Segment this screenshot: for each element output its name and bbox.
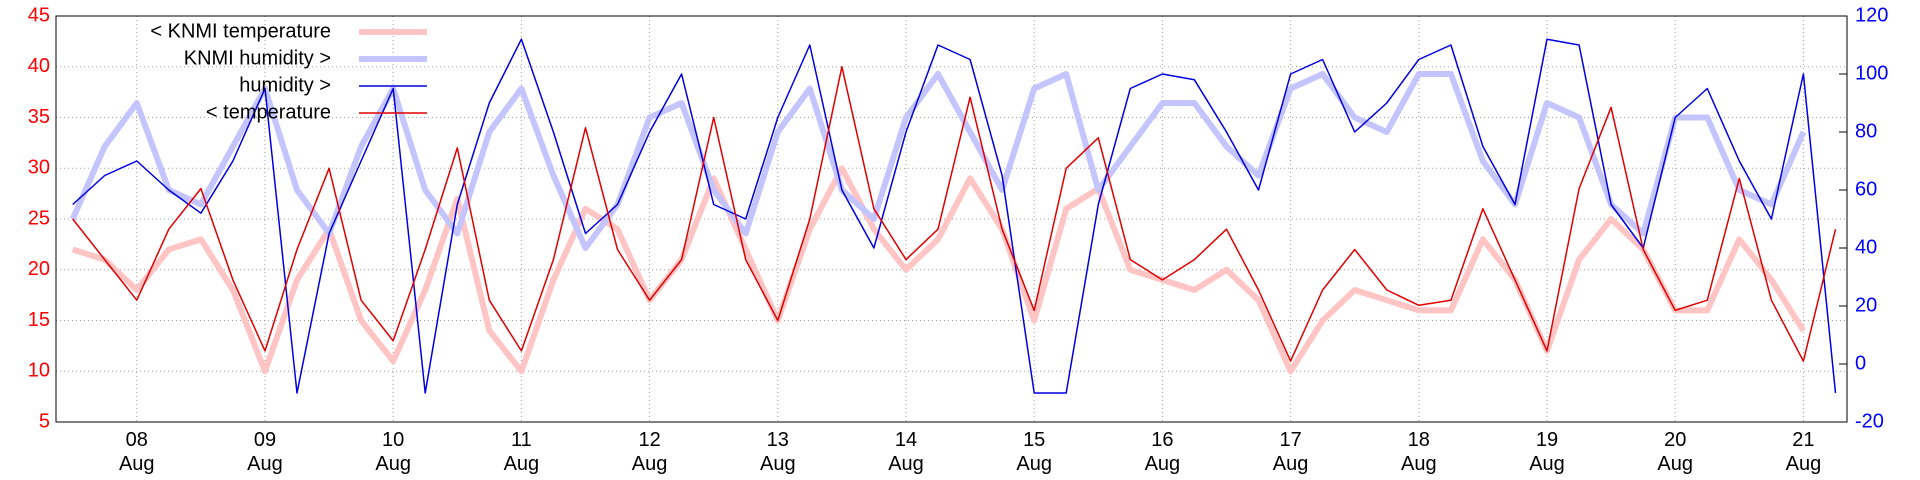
y2-tick-label: 60 <box>1855 178 1877 200</box>
x-tick-label: 11 Aug <box>503 429 540 475</box>
legend-label: < KNMI temperature <box>150 20 331 42</box>
y2-tick-label: 100 <box>1855 62 1888 84</box>
y-tick-label: 25 <box>28 207 50 229</box>
y-tick-label: 5 <box>39 410 50 432</box>
x-tick-label: 20 Aug <box>1657 429 1693 475</box>
y-tick-label: 10 <box>28 360 50 382</box>
y2-tick-label: -20 <box>1855 410 1884 432</box>
y2-tick-label: 80 <box>1855 120 1877 142</box>
y2-tick-label: 20 <box>1855 294 1877 316</box>
x-tick-label: 19 Aug <box>1529 429 1565 475</box>
x-tick-label: 18 Aug <box>1401 429 1437 475</box>
x-tick-label: 08 Aug <box>118 429 155 475</box>
plot-frame <box>55 15 1848 423</box>
y2-tick-label: 120 <box>1855 4 1888 26</box>
x-tick-label: 15 Aug <box>1016 429 1052 475</box>
y-tick-label: 30 <box>28 157 50 179</box>
legend-label: humidity > <box>239 74 331 96</box>
y2-tick-label: 40 <box>1855 236 1877 258</box>
x-tick-label: 13 Aug <box>759 429 796 475</box>
y-tick-label: 35 <box>28 106 50 128</box>
data-line <box>72 38 1837 394</box>
y-tick-label: 45 <box>28 4 50 26</box>
x-tick-label: 21 Aug <box>1785 429 1822 475</box>
y-tick-label: 15 <box>28 309 50 331</box>
x-tick-label: 10 Aug <box>375 429 411 475</box>
x-tick-label: 17 Aug <box>1272 429 1309 475</box>
x-tick-label: 12 Aug <box>631 429 668 475</box>
legend-label: KNMI humidity > <box>184 47 331 69</box>
x-tick-label: 14 Aug <box>888 429 924 475</box>
y2-tick-label: 0 <box>1855 352 1866 374</box>
y-tick-label: 40 <box>28 55 50 77</box>
data-line <box>72 66 1837 362</box>
legend-label: < temperature <box>206 101 331 123</box>
x-tick-label: 09 Aug <box>247 429 283 475</box>
data-line <box>69 71 1807 251</box>
y-tick-label: 20 <box>28 258 50 280</box>
x-tick-label: 16 Aug <box>1144 429 1181 475</box>
